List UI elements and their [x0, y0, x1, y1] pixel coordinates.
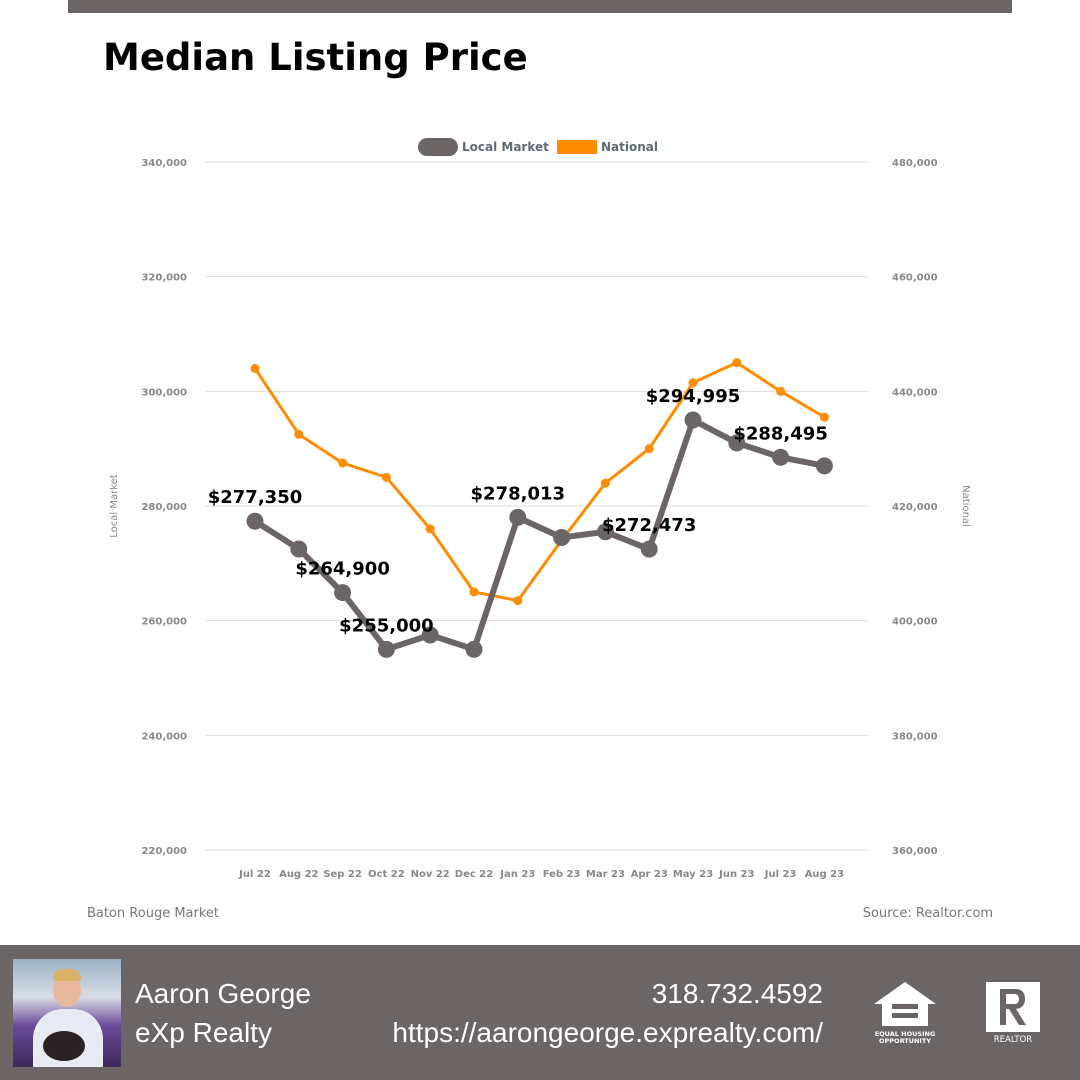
right-axis-tick-label: 360,000: [892, 846, 938, 857]
x-axis-tick-label: Jan 23: [499, 869, 535, 880]
legend-swatch-national: [557, 140, 597, 154]
x-axis-tick-label: Aug 22: [279, 869, 318, 880]
national-data-point: [644, 444, 654, 454]
x-axis-tick-label: Jul 22: [238, 869, 271, 880]
data-label: $288,495: [733, 423, 828, 444]
x-axis-tick-label: Mar 23: [586, 869, 625, 880]
local-market-data-point: [596, 523, 614, 541]
x-axis-tick-label: Oct 22: [368, 869, 405, 880]
local-market-data-point: [815, 457, 833, 475]
local-market-data-point: [684, 411, 702, 429]
x-axis-tick-label: May 23: [673, 869, 713, 880]
data-label: $294,995: [646, 386, 741, 407]
local-market-data-point: [728, 434, 746, 452]
local-market-data-point: [640, 540, 658, 558]
left-axis-tick-label: 240,000: [141, 731, 187, 742]
agent-photo: [13, 959, 121, 1067]
national-data-point: [776, 386, 786, 396]
legend-label-national: National: [601, 140, 658, 154]
national-data-point: [513, 596, 523, 606]
national-data-point: [381, 472, 391, 482]
data-label: $278,013: [471, 483, 566, 504]
left-axis-tick-label: 220,000: [141, 846, 187, 857]
x-axis-tick-label: Jun 23: [718, 869, 754, 880]
realtor-icon: REALTOR: [986, 982, 1040, 1044]
local-market-data-point: [246, 512, 264, 530]
equal-housing-opportunity-icon: EQUAL HOUSING OPPORTUNITY: [874, 982, 936, 1045]
national-data-point: [732, 358, 742, 368]
eho-line1: EQUAL HOUSING: [875, 1030, 936, 1038]
x-axis-tick-label: Jul 23: [764, 869, 797, 880]
website-link[interactable]: https://aarongeorge.exprealty.com/: [392, 1017, 823, 1048]
x-axis-tick-label: Dec 22: [455, 869, 493, 880]
left-axis-tick-label: 340,000: [141, 158, 187, 169]
left-axis-title: Local Market: [109, 474, 120, 538]
local-market-data-point: [421, 626, 439, 644]
data-label: $255,000: [339, 615, 434, 636]
agent-name: Aaron George: [135, 978, 311, 1009]
left-axis-tick-label: 280,000: [141, 502, 187, 513]
data-label: $277,350: [208, 487, 303, 508]
local-market-data-point: [290, 540, 308, 558]
local-market-data-point: [509, 508, 527, 526]
median-listing-price-chart: 220,000 240,000 260,000 280,000 300,000 320,0…: [109, 138, 971, 880]
left-axis-tick-label: 260,000: [141, 617, 187, 628]
right-axis-tick-label: 420,000: [892, 502, 938, 513]
national-data-point: [338, 458, 348, 468]
legend-swatch-local-market: [418, 138, 458, 156]
national-data-point: [469, 587, 479, 597]
national-data-point: [294, 429, 304, 439]
right-axis-tick-label: 400,000: [892, 617, 938, 628]
local-market-data-point: [465, 640, 483, 658]
footer-bar: Aaron George eXp Realty 318.732.4592 htt…: [0, 945, 1080, 1080]
right-axis-tick-label: 440,000: [892, 387, 938, 398]
legend-label-local-market: Local Market: [462, 140, 549, 154]
company-name: eXp Realty: [135, 1017, 272, 1048]
left-axis-tick-label: 320,000: [141, 273, 187, 284]
right-axis-tick-label: 380,000: [892, 731, 938, 742]
right-axis-tick-label: 460,000: [892, 273, 938, 284]
top-accent-bar: [68, 0, 1012, 13]
realtor-text: REALTOR: [994, 1035, 1033, 1044]
data-label: $264,900: [295, 559, 390, 580]
right-axis-title: National: [960, 485, 971, 527]
eho-line2: OPPORTUNITY: [879, 1037, 931, 1045]
x-axis-tick-label: Apr 23: [631, 869, 668, 880]
right-axis-tick-label: 480,000: [892, 158, 938, 169]
market-note: Baton Rouge Market: [87, 906, 220, 921]
x-axis-tick-label: Nov 22: [411, 869, 450, 880]
x-axis-tick-label: Sep 22: [323, 869, 362, 880]
source-note: Source: Realtor.com: [862, 906, 993, 921]
local-market-data-point: [334, 584, 352, 602]
national-data-point: [425, 524, 435, 534]
national-data-point: [250, 363, 260, 373]
phone-number[interactable]: 318.732.4592: [651, 978, 823, 1009]
data-label: $272,473: [602, 515, 697, 536]
national-data-point: [819, 412, 829, 422]
local-market-data-point: [553, 529, 571, 547]
x-axis-tick-label: Feb 23: [543, 869, 581, 880]
national-series-line: [253, 361, 826, 603]
local-market-data-point: [377, 640, 395, 658]
national-data-point: [600, 478, 610, 488]
page-title: Median Listing Price: [103, 36, 528, 79]
local-market-data-point: [772, 448, 790, 466]
x-axis-tick-label: Aug 23: [805, 869, 844, 880]
left-axis-tick-label: 300,000: [141, 387, 187, 398]
national-data-point: [688, 378, 698, 388]
